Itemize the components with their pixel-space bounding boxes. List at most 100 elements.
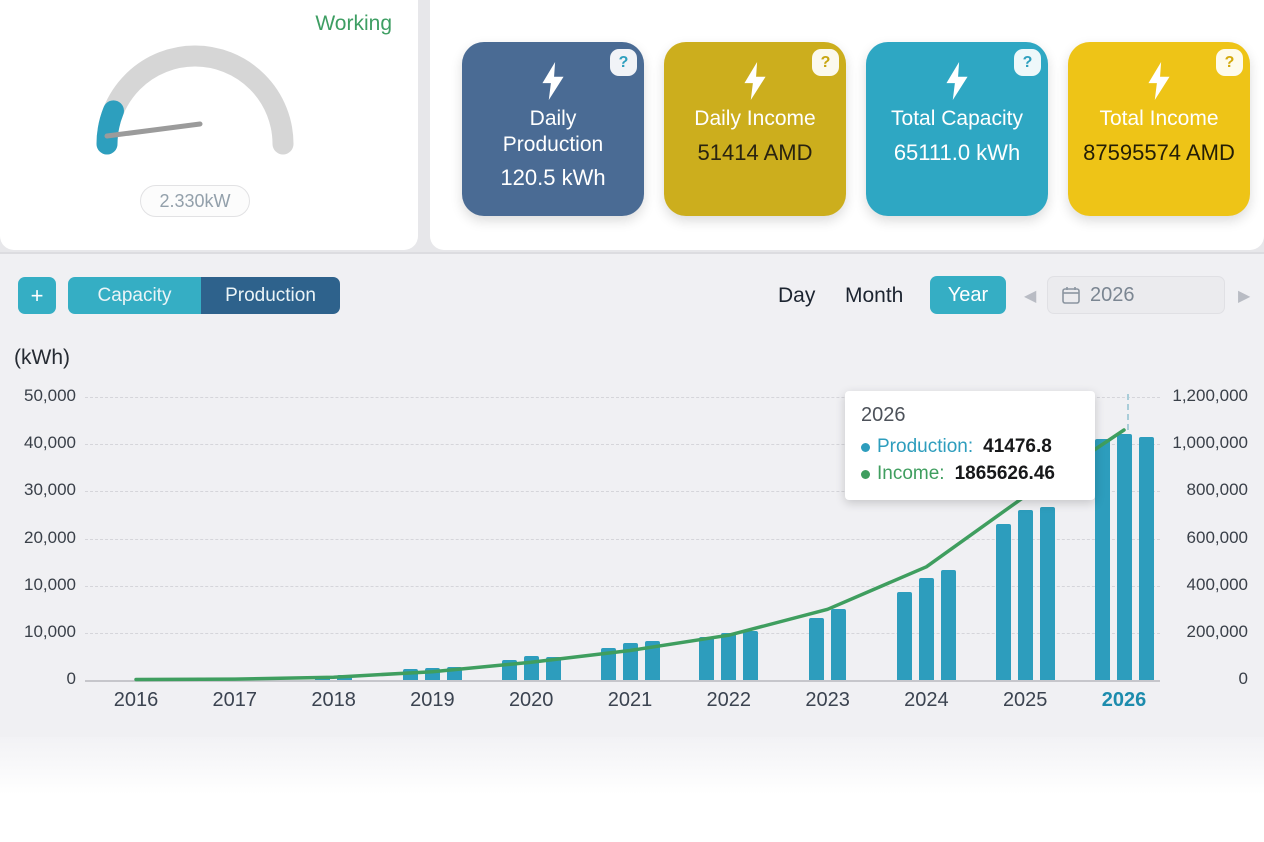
x-axis-label: 2020: [508, 689, 554, 711]
gauge-fill: [96, 45, 294, 155]
x-axis-label: 2024: [904, 689, 949, 711]
production-bar[interactable]: [995, 524, 1011, 681]
prev-year-arrow[interactable]: ◀: [1024, 288, 1037, 305]
production-bar[interactable]: [1116, 433, 1132, 680]
current-power-value: 2.330kW: [140, 185, 250, 217]
year-picker-value: 2026: [1090, 283, 1135, 306]
production-toggle[interactable]: Production: [201, 277, 340, 314]
lightning-icon: [540, 58, 566, 104]
add-button[interactable]: +: [18, 277, 56, 314]
production-bar[interactable]: [424, 668, 440, 680]
y-axis-label-left: 10,000: [24, 621, 76, 641]
y-axis-label-left: 20,000: [24, 527, 76, 547]
tooltip-label: Income:: [877, 463, 945, 484]
card-value: 120.5 kWh: [500, 165, 606, 191]
production-bar[interactable]: [918, 578, 934, 680]
tooltip-title: 2026: [861, 404, 906, 426]
card-title: Total Capacity: [891, 107, 1023, 130]
x-axis-label: 2023: [805, 689, 850, 711]
production-bar[interactable]: [501, 659, 517, 680]
x-axis-label: 2026: [1101, 689, 1147, 711]
card-value: 87595574 AMD: [1083, 139, 1235, 165]
production-bar[interactable]: [315, 675, 331, 680]
period-month[interactable]: Month: [845, 284, 904, 307]
y-axis-label-right: 0: [1238, 669, 1248, 688]
card-value: 65111.0 kWh: [893, 139, 1021, 165]
lightning-icon: [944, 58, 970, 104]
production-bar[interactable]: [1094, 439, 1110, 680]
production-bar[interactable]: [1039, 507, 1055, 680]
card-daily-income: ? Daily Income 51414 AMD: [664, 42, 846, 216]
card-title: Total Income: [1099, 107, 1219, 130]
capacity-toggle[interactable]: Capacity: [68, 277, 201, 314]
x-axis-label: 2025: [1002, 689, 1048, 711]
y-axis-label-left: 0: [66, 669, 76, 688]
card-value: 51414 AMD: [697, 139, 813, 165]
production-bar[interactable]: [600, 648, 616, 680]
production-bar[interactable]: [1017, 510, 1033, 680]
period-day[interactable]: Day: [778, 284, 816, 307]
calendar-icon: [1062, 287, 1080, 304]
production-bar[interactable]: [622, 642, 638, 680]
series-toggle-group: Capacity Production: [68, 277, 340, 314]
status-label: Working: [315, 12, 392, 35]
tooltip-label: Production:: [877, 436, 974, 457]
y-axis-label-right: 1,200,000: [1172, 386, 1248, 405]
card-daily-production: ? Daily Production 120.5 kWh: [462, 42, 644, 216]
help-icon[interactable]: ?: [1216, 49, 1243, 76]
y-axis-label-left: 40,000: [24, 433, 76, 453]
production-bar[interactable]: [809, 617, 825, 680]
gridline: [85, 397, 1160, 398]
bottom-area: [0, 737, 1264, 842]
top-area: Working 2.330kW ? Daily Production 120.5…: [0, 0, 1264, 252]
y-axis-label-left: 10,000: [24, 574, 76, 594]
production-dot-icon: [861, 442, 870, 452]
production-bar[interactable]: [831, 609, 847, 681]
x-axis-label: 2017: [212, 689, 258, 711]
x-axis-label: 2022: [706, 689, 752, 711]
lightning-icon: [1146, 58, 1172, 104]
production-bar[interactable]: [896, 592, 912, 680]
gridline: [85, 680, 1160, 682]
card-total-capacity: ? Total Capacity 65111.0 kWh: [866, 42, 1048, 216]
card-title: Daily Production: [502, 107, 604, 156]
period-year[interactable]: Year: [930, 276, 1006, 314]
production-bar[interactable]: [402, 669, 418, 680]
tooltip-value: 1865626.46: [954, 463, 1055, 484]
x-axis-label: 2018: [311, 689, 356, 711]
production-bar[interactable]: [545, 656, 561, 680]
help-icon[interactable]: ?: [610, 49, 637, 76]
gauge-panel: Working 2.330kW: [0, 0, 418, 250]
y-axis-label-right: 1,000,000: [1172, 433, 1248, 453]
production-bar[interactable]: [337, 674, 353, 680]
production-bar[interactable]: [721, 633, 737, 680]
stat-cards-panel: ? Daily Production 120.5 kWh ? Daily Inc…: [430, 0, 1264, 250]
y-axis-label-right: 800,000: [1186, 480, 1248, 500]
production-bar[interactable]: [446, 667, 462, 680]
chart-tooltip: 2026 Production: 41476.8 Income: 1865626…: [845, 391, 1095, 500]
x-axis-label: 2019: [410, 689, 455, 711]
lightning-icon: [742, 58, 768, 104]
x-axis-label: 2021: [607, 689, 653, 711]
production-bar[interactable]: [699, 637, 715, 680]
production-bar[interactable]: [940, 569, 956, 680]
production-bar[interactable]: [743, 631, 759, 680]
production-bar[interactable]: [1138, 436, 1154, 680]
production-bar[interactable]: [644, 640, 660, 680]
y-axis-label-right: 600,000: [1186, 527, 1248, 547]
y-axis-label-right: 200,000: [1186, 621, 1248, 641]
x-axis-label: 2016: [113, 689, 159, 711]
help-icon[interactable]: ?: [1014, 49, 1041, 76]
left-axis-unit: (kWh): [14, 346, 70, 369]
help-icon[interactable]: ?: [812, 49, 839, 76]
year-picker[interactable]: 2026: [1047, 276, 1225, 314]
gauge-needle: [104, 121, 203, 139]
y-axis-label-right: 400,000: [1186, 574, 1248, 594]
card-total-income: ? Total Income 87595574 AMD: [1068, 42, 1250, 216]
next-year-arrow[interactable]: ▶: [1238, 288, 1251, 305]
card-title: Daily Income: [694, 107, 816, 130]
production-bar[interactable]: [523, 655, 539, 680]
y-axis-label-left: 30,000: [24, 480, 76, 500]
